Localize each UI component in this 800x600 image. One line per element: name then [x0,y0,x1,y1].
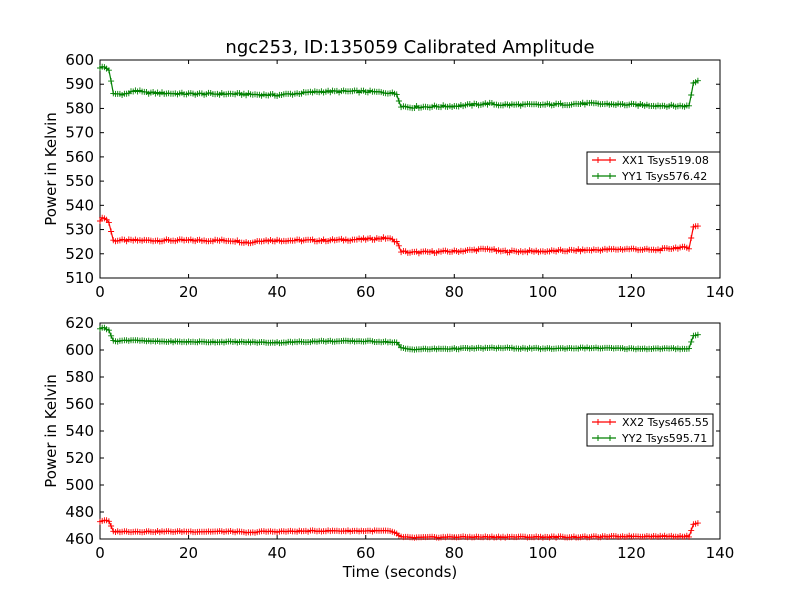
y-tick-label: 580 [65,99,94,117]
legend-entry-label: YY1 Tsys576.42 [621,170,707,183]
x-tick-label: 60 [356,283,375,301]
legend-frame [586,413,714,447]
x-tick-label: 140 [706,283,735,301]
x-tick-label: 40 [268,544,287,562]
legend-marker-sample [595,419,613,425]
x-tick-label: 100 [529,544,558,562]
legend-marker-sample [595,435,613,441]
y-axis-label: Power in Kelvin [42,374,60,488]
y-tick-label: 530 [65,221,94,239]
legend-entry-label: XX2 Tsys465.55 [622,416,709,429]
y-tick-label: 590 [65,75,94,93]
x-axis-label: Time (seconds) [342,563,458,581]
y-tick-label: 580 [65,368,94,386]
legend: XX2 Tsys465.55 YY2 Tsys595.71 [586,413,714,447]
y-tick-label: 560 [65,395,94,413]
y-tick-label: 550 [65,172,94,190]
series-1 [97,214,701,257]
panels: 0 20 40 60 80 100 120 140 510 520 530 540 550 560 570 5… [42,51,734,581]
y-tick-label: 460 [65,530,94,548]
x-tick-label: 40 [268,283,287,301]
y-tick-label: 570 [65,124,94,142]
x-tick-label: 0 [95,544,105,562]
chart-panel-1: 0 20 40 60 80 100 120 140 510 520 530 540 550 560 570 5… [42,51,734,301]
x-tick-label: 100 [529,283,558,301]
x-tick-label: 60 [356,544,375,562]
x-tick-label: 120 [617,544,646,562]
legend-entry-label: XX1 Tsys519.08 [622,154,709,167]
y-tick-label: 510 [65,269,94,287]
y-tick-label: 520 [65,245,94,263]
y-tick-label: 620 [65,314,94,332]
series-1 [97,517,701,541]
y-axis-label: Power in Kelvin [42,112,60,226]
x-tick-label: 0 [95,283,105,301]
x-tick-label: 120 [617,283,646,301]
y-tick-label: 520 [65,449,94,467]
chart-panel-2: 0 20 40 60 80 100 120 140 460 480 500 520 540 560 580 6… [42,314,734,581]
y-tick-label: 600 [65,51,94,69]
figure-title: ngc253, ID:135059 Calibrated Amplitude [225,37,594,58]
legend: XX1 Tsys519.08 YY1 Tsys576.42 [586,151,721,185]
y-tick-label: 540 [65,422,94,440]
x-tick-label: 140 [706,544,735,562]
series-2 [97,63,701,112]
y-tick-label: 600 [65,341,94,359]
legend-entry-label: YY2 Tsys595.71 [621,432,707,445]
series-markers [97,324,701,353]
legend-frame [586,151,721,185]
series-markers [97,517,701,541]
series-markers [97,214,701,257]
series-markers [97,63,701,112]
legend-marker-sample [595,173,613,179]
y-tick-label: 560 [65,148,94,166]
legend-marker-sample [595,157,613,163]
x-tick-label: 20 [179,544,198,562]
x-tick-label: 80 [445,544,464,562]
y-tick-label: 540 [65,196,94,214]
series-2 [97,324,701,353]
x-tick-label: 20 [179,283,198,301]
y-tick-label: 480 [65,503,94,521]
x-tick-label: 80 [445,283,464,301]
y-tick-label: 500 [65,476,94,494]
